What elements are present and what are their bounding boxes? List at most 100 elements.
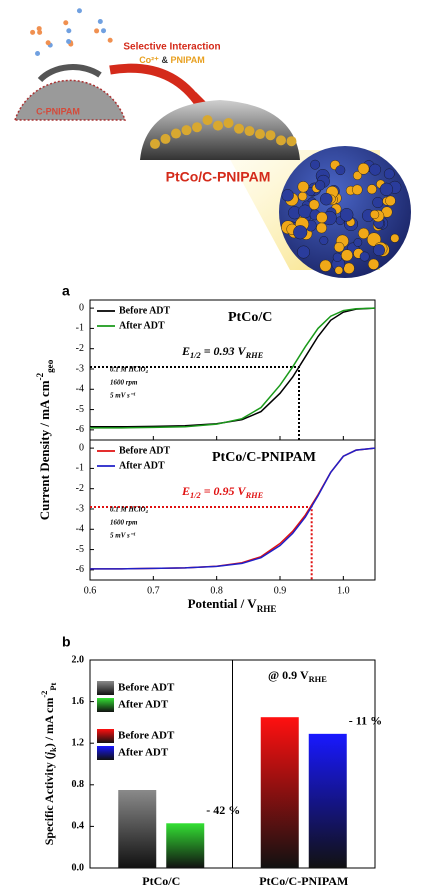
half-wave-label-part: RHE: [245, 491, 264, 500]
atom: [320, 192, 333, 206]
support-label: C-PNIPAM: [36, 106, 80, 116]
atom: [334, 266, 344, 275]
dome-particle: [192, 122, 202, 133]
y-tick-label: -6: [76, 564, 84, 575]
schematic: Selective Interaction Co²⁺ & PNIPAM C-PN…: [13, 8, 411, 278]
half-wave-label-part: E: [181, 344, 190, 358]
line: [90, 447, 376, 570]
ion-dot: [94, 28, 100, 34]
y-axis-label-part: Specific Activity (: [42, 755, 56, 845]
atom: [335, 165, 346, 176]
atom: [379, 182, 393, 196]
panel-title: PtCo/C-PNIPAM: [212, 450, 316, 465]
y-tick-label: -5: [76, 404, 84, 415]
ion-dot: [35, 50, 41, 56]
dome-particle: [265, 130, 276, 141]
panel-label: b: [62, 634, 71, 650]
dome-particle: [181, 125, 192, 136]
atom: [353, 171, 362, 181]
x-tick-label: 1.0: [337, 585, 350, 596]
dome-particle: [171, 128, 181, 139]
y-tick-label: 0.0: [72, 862, 85, 873]
atom: [316, 211, 328, 224]
panel-label: a: [62, 283, 70, 299]
legend-label: After ADT: [118, 747, 169, 759]
legend-swatch: [97, 729, 114, 743]
x-tick-label: PtCo/C-PNIPAM: [259, 874, 348, 888]
ion-dot: [107, 37, 113, 43]
atom: [385, 195, 396, 207]
ion-dot: [97, 18, 103, 24]
y-tick-label: 1.2: [72, 737, 85, 748]
y-tick-label: -4: [76, 384, 84, 395]
ion-dot: [45, 40, 51, 46]
y-tick-label: -6: [76, 424, 84, 435]
drop-label: - 11 %: [349, 714, 382, 728]
y-tick-label: 0: [79, 442, 84, 453]
y-axis-label-part: k: [49, 747, 58, 752]
y-tick-label: 0.8: [72, 779, 85, 790]
legend-label: Before ADT: [118, 682, 175, 694]
legend-label: Before ADT: [118, 730, 175, 742]
y-axis-label-part: ) / mA cm: [42, 698, 56, 748]
x-tick-label: 0.9: [274, 585, 287, 596]
condition: 1600 rpm: [110, 519, 138, 527]
legend-swatch: [97, 746, 114, 760]
atom: [298, 191, 308, 201]
half-wave-label: E1/2 = 0.93 VRHE: [181, 344, 264, 361]
x-tick-label: 0.7: [147, 585, 160, 596]
x-tick-label: 0.8: [210, 585, 223, 596]
atom: [293, 225, 308, 240]
x-tick-label: PtCo/C: [142, 874, 180, 888]
dome-particle: [276, 135, 286, 146]
atom: [339, 208, 354, 222]
atom: [297, 245, 311, 259]
interaction-title: Selective Interaction: [123, 42, 220, 53]
half-wave-label-part: RHE: [245, 351, 264, 360]
condition: @ 0.9 VRHE: [268, 668, 327, 685]
legend-label: Before ADT: [119, 305, 171, 316]
interaction-detail: Co²⁺ & PNIPAM: [139, 55, 205, 65]
condition: 0.1 M HClO₄: [110, 506, 149, 514]
y-tick-label: -2: [76, 483, 84, 494]
atom: [314, 180, 326, 191]
legend-swatch: [97, 681, 114, 695]
product-label: PtCo/C-PNIPAM: [166, 169, 271, 185]
dome-particle: [244, 126, 255, 137]
half-wave-label-part: = 0.95 V: [201, 484, 247, 498]
ion-dot: [66, 39, 72, 45]
dome-particle: [202, 115, 213, 126]
ion-dot: [63, 20, 69, 26]
atom: [353, 238, 363, 247]
atom: [334, 241, 345, 253]
half-wave-label-part: = 0.93 V: [201, 344, 247, 358]
atom: [368, 258, 380, 270]
legend-label: After ADT: [119, 320, 165, 331]
y-tick-label: -4: [76, 524, 84, 535]
legend-label: After ADT: [118, 699, 169, 711]
y-axis-label-part: -2: [35, 372, 45, 380]
ion-dot: [101, 28, 107, 34]
x-axis-label: Potential / VRHE: [188, 596, 277, 614]
dome-particle: [223, 117, 234, 128]
ion-dot: [37, 29, 43, 35]
y-tick-label: -2: [76, 343, 84, 354]
half-wave-label-part: 1/2: [190, 491, 201, 500]
panel-title: PtCo/C: [228, 310, 272, 325]
y-axis-label: Current Density / mA cm-2geo: [35, 359, 55, 520]
y-tick-label: 2.0: [72, 654, 85, 665]
legend-swatch: [97, 698, 114, 712]
atom: [383, 168, 395, 180]
legend-label: Before ADT: [119, 445, 171, 456]
atom: [308, 199, 320, 210]
dome-particle: [286, 136, 297, 147]
atom: [370, 209, 380, 220]
atom: [372, 196, 384, 209]
support-hemisphere: [13, 79, 127, 121]
condition-part: RHE: [309, 675, 328, 684]
y-tick-label: 0.4: [72, 821, 85, 832]
bar: [166, 823, 205, 868]
dome-particle: [255, 129, 265, 140]
legend-label: After ADT: [119, 460, 165, 471]
